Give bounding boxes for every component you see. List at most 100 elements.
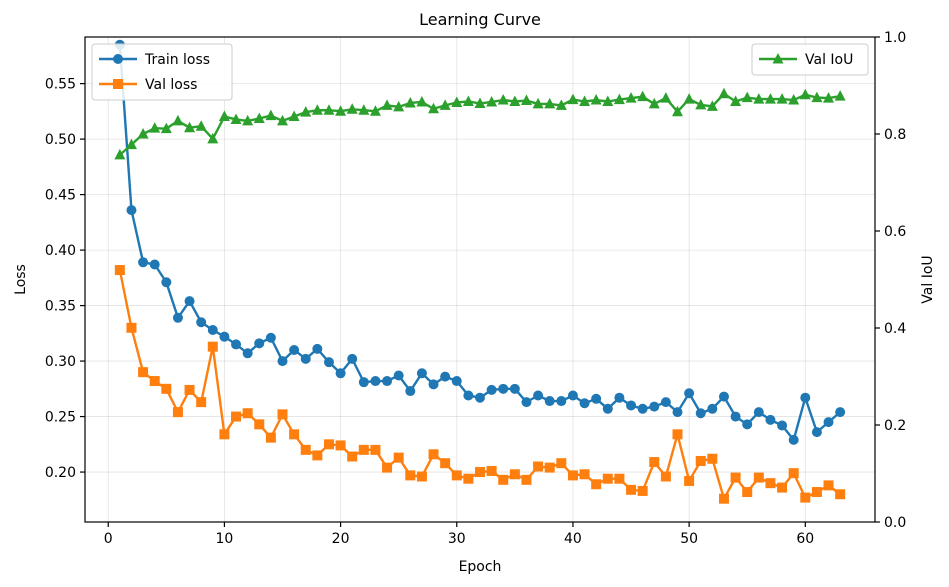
- val-loss-point: [323, 439, 334, 450]
- val-loss-point: [219, 429, 230, 440]
- val-iou-point: [730, 95, 742, 107]
- train-loss-point: [370, 376, 381, 387]
- val-iou-point: [497, 94, 509, 105]
- val-iou-point: [253, 112, 265, 123]
- val-loss-point: [289, 429, 300, 440]
- val-loss-point: [777, 482, 788, 493]
- val-iou-point: [265, 109, 277, 121]
- val-iou-point: [184, 121, 196, 133]
- train-loss-point: [475, 392, 485, 403]
- train-loss-point: [358, 377, 369, 388]
- x-axis-label: Epoch: [459, 559, 502, 575]
- val-iou-series: [114, 87, 846, 160]
- val-loss-point: [811, 487, 822, 498]
- val-iou-point: [335, 105, 347, 116]
- y2-tick-label: 0.4: [884, 321, 906, 337]
- val-loss-point: [312, 450, 323, 461]
- x-tick-label: 50: [680, 531, 698, 547]
- train-loss-point: [219, 331, 230, 342]
- x-tick-label: 40: [564, 531, 582, 547]
- val-iou-point: [474, 97, 486, 108]
- val-loss-point: [451, 470, 462, 481]
- val-loss-point: [567, 470, 578, 481]
- train-loss-point: [800, 392, 811, 403]
- val-loss-point: [300, 444, 311, 455]
- train-loss-series: [114, 39, 846, 445]
- val-iou-point: [451, 96, 463, 107]
- val-iou-point: [288, 110, 300, 122]
- train-loss-point: [254, 338, 265, 349]
- x-tick-label: 30: [448, 531, 466, 547]
- val-iou-point: [462, 95, 474, 107]
- y-tick-label: 0.20: [45, 465, 76, 481]
- val-iou-point: [369, 105, 381, 116]
- x-tick-label: 10: [215, 531, 233, 547]
- train-loss-point: [660, 397, 671, 408]
- train-loss-point: [567, 390, 578, 401]
- legend-box: [751, 43, 869, 76]
- val-iou-point: [323, 104, 335, 115]
- x-tick-label: 0: [104, 531, 113, 547]
- train-loss-point: [463, 390, 474, 401]
- val-loss-point: [602, 473, 613, 484]
- train-loss-point: [626, 400, 637, 411]
- val-loss-point: [475, 467, 485, 478]
- train-loss-point: [416, 368, 427, 379]
- val-loss-point: [254, 419, 265, 430]
- train-loss-point: [718, 391, 729, 402]
- train-loss-point: [707, 403, 718, 414]
- train-loss-point: [242, 348, 253, 359]
- train-loss-point: [788, 434, 799, 445]
- grid-layer: [85, 37, 875, 522]
- val-loss-point: [184, 384, 195, 395]
- x-tick-label: 60: [796, 531, 814, 547]
- val-iou-point: [555, 99, 567, 110]
- val-iou-point: [149, 122, 161, 133]
- train-loss-point: [765, 414, 776, 425]
- train-loss-point: [649, 401, 660, 412]
- train-loss-point: [347, 353, 358, 364]
- val-loss-point: [138, 367, 149, 378]
- train-loss-point: [451, 376, 462, 387]
- val-loss-point: [207, 341, 218, 352]
- val-iou-point: [381, 99, 393, 110]
- val-loss-point: [637, 485, 648, 496]
- val-iou-point: [660, 92, 672, 103]
- val-loss-point: [823, 480, 834, 491]
- val-loss-point: [265, 432, 276, 443]
- val-loss-point: [660, 471, 671, 482]
- train-loss-point: [265, 332, 276, 343]
- val-iou-point: [741, 91, 753, 103]
- train-loss-point: [672, 407, 683, 418]
- y2-tick-label: 0.8: [884, 127, 906, 143]
- val-loss-point: [405, 470, 416, 481]
- val-iou-point: [114, 148, 126, 160]
- train-loss-point: [289, 344, 300, 355]
- legend-marker-val-iou: [772, 53, 784, 64]
- train-loss-point: [544, 396, 555, 407]
- val-loss-point: [114, 265, 125, 276]
- val-iou-point: [416, 95, 428, 107]
- val-iou-point: [776, 93, 788, 104]
- val-loss-point: [126, 322, 137, 333]
- train-loss-point: [184, 296, 195, 307]
- val-loss-point: [707, 453, 718, 464]
- y2-tick-label: 1.0: [884, 30, 906, 46]
- y-tick-label: 0.30: [45, 354, 76, 370]
- val-iou-point: [823, 92, 835, 103]
- val-iou-point: [137, 128, 149, 139]
- train-loss-point: [323, 357, 334, 368]
- train-loss-point: [753, 407, 764, 418]
- y-tick-label: 0.40: [45, 243, 76, 259]
- val-iou-point: [788, 94, 800, 105]
- val-loss-point: [149, 376, 160, 387]
- val-loss-point: [231, 411, 242, 422]
- train-loss-point: [614, 392, 625, 403]
- val-loss-point: [649, 457, 660, 468]
- val-iou-point: [428, 102, 440, 114]
- val-loss-point: [765, 478, 776, 489]
- train-loss-point: [684, 388, 695, 399]
- val-iou-point: [753, 93, 765, 104]
- val-iou-point: [242, 114, 254, 126]
- val-loss-point: [498, 474, 509, 485]
